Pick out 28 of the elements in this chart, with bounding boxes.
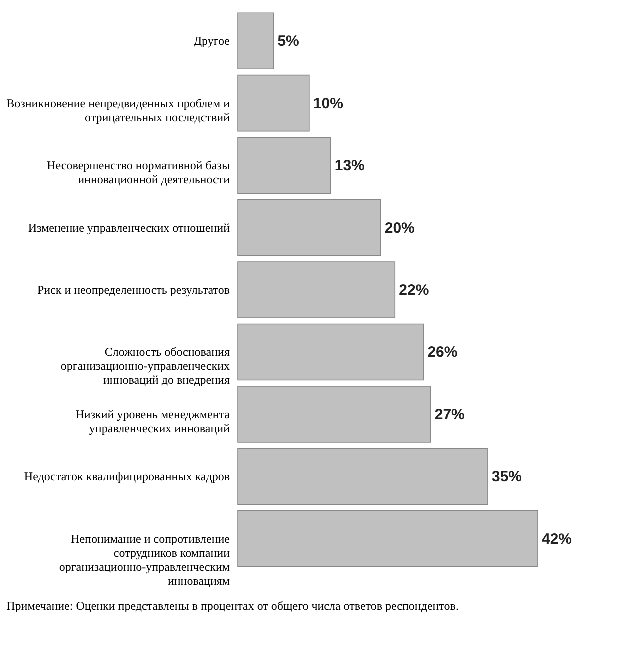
data-label: 35% <box>492 468 522 486</box>
data-label: 20% <box>384 220 415 237</box>
bar <box>238 448 488 506</box>
bar <box>238 510 538 568</box>
y-tick-label: Низкий уровень менеджмента управленческих инноваций <box>76 407 231 436</box>
data-label: 42% <box>542 530 572 548</box>
y-tick-label: Возникновение непредвиденных проблем и отрицательных последствий <box>6 96 231 124</box>
bar <box>238 324 424 381</box>
y-tick-label: Несовершенство нормативной базы инновационной деятельности <box>47 158 231 187</box>
data-label: 13% <box>334 158 365 175</box>
data-label: 27% <box>434 406 465 424</box>
bar <box>238 199 382 256</box>
bar <box>238 386 432 443</box>
bar <box>238 262 396 318</box>
text: Примечание: Оценки представлены в процентах от общего числа ответов респондентов. <box>6 598 459 613</box>
y-tick-label: Риск и неопределенность результатов <box>37 283 230 297</box>
y-tick-label: Непонимание и сопротивление сотрудников компании организационно-управленческим инновациям <box>59 532 231 588</box>
bar <box>238 74 310 132</box>
data-label: 5% <box>278 33 300 50</box>
bar <box>238 12 274 70</box>
bar <box>238 137 332 194</box>
data-label: 26% <box>428 344 458 362</box>
y-tick-label: Изменение управленческих отношений <box>28 220 231 235</box>
y-tick-label: Другое <box>194 34 230 48</box>
y-tick-label: Недостаток квалифицированных кадров <box>24 470 230 484</box>
y-tick-label: Сложность обоснования организационно-управленческих инноваций до внедрения <box>60 345 230 388</box>
data-label: 22% <box>399 282 430 299</box>
data-label: 10% <box>313 95 344 112</box>
